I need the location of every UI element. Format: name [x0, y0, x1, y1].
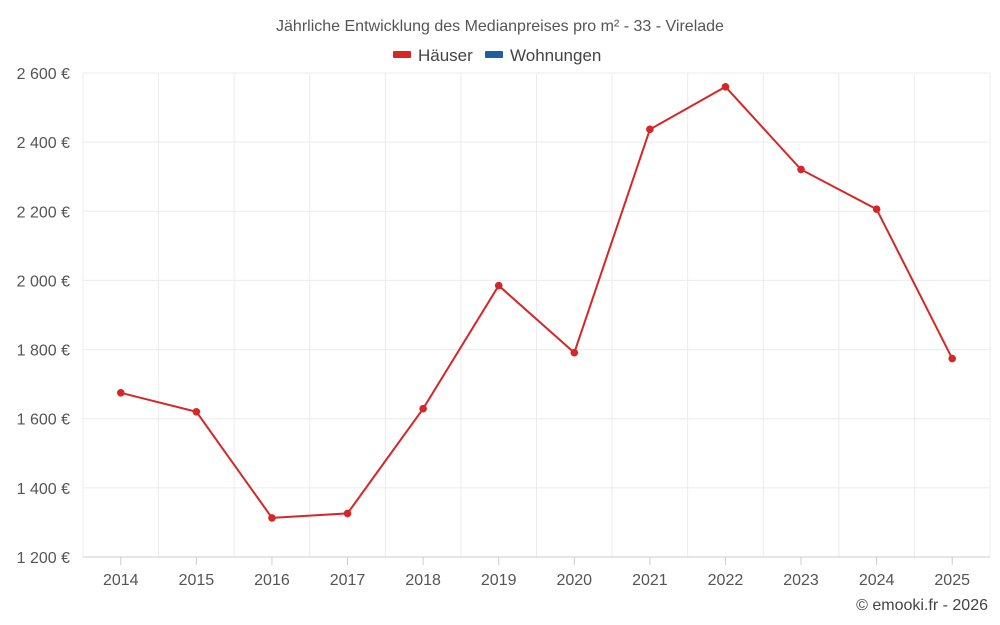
x-tick-label: 2018 [405, 572, 441, 589]
data-point-2016[interactable] [268, 514, 276, 522]
x-tick-label: 2021 [632, 572, 668, 589]
x-tick-label: 2015 [179, 572, 215, 589]
x-tick-label: 2019 [481, 572, 517, 589]
data-point-2022[interactable] [721, 83, 730, 91]
legend-swatch-haeuser [393, 51, 411, 58]
x-axis-ticks: 2014 2015 2016 2017 2018 2019 2020 2021 2022 2023… [103, 557, 970, 589]
legend-label-haeuser: Häuser [418, 46, 473, 65]
x-tick-label: 2022 [708, 572, 744, 589]
x-tick-label: 2016 [254, 572, 290, 589]
data-point-2015[interactable] [192, 408, 201, 416]
x-tick-label: 2014 [103, 572, 139, 589]
data-point-2024[interactable] [872, 205, 881, 214]
data-point-2017[interactable] [343, 509, 352, 518]
data-point-2020[interactable] [570, 348, 579, 357]
gridlines [82, 72, 991, 557]
legend-item-wohnungen[interactable]: Wohnungen [485, 46, 601, 65]
credit-text: © emooki.fr - 2026 [856, 597, 988, 614]
series-line-haeuser [120, 85, 954, 519]
x-tick-label: 2024 [859, 572, 895, 589]
y-tick-label: 2 000 € [17, 273, 70, 290]
x-tick-label: 2025 [934, 572, 970, 589]
data-point-2025[interactable] [948, 354, 957, 363]
data-point-2023[interactable] [797, 165, 805, 174]
x-tick-label: 2017 [330, 572, 366, 589]
chart-title: Jährliche Entwicklung des Medianpreises … [276, 18, 724, 35]
y-axis-ticks: 1 200 € 1 400 € 1 600 € 1 800 € 2 000 € 2 200… [17, 66, 70, 567]
y-tick-label: 1 800 € [17, 343, 70, 360]
legend: Häuser Wohnungen [393, 46, 601, 65]
data-point-2019[interactable] [494, 281, 503, 290]
y-tick-label: 2 600 € [17, 66, 70, 83]
x-tick-label: 2023 [783, 572, 819, 589]
data-point-2014[interactable] [116, 388, 125, 397]
legend-swatch-wohnungen [485, 51, 503, 58]
y-tick-label: 1 400 € [17, 481, 70, 498]
series [116, 83, 957, 522]
data-point-2021[interactable] [646, 125, 654, 134]
y-tick-label: 2 400 € [17, 135, 70, 152]
y-tick-label: 1 200 € [17, 550, 70, 567]
legend-item-haeuser[interactable]: Häuser [393, 46, 473, 65]
y-tick-label: 2 200 € [17, 204, 70, 221]
y-tick-label: 1 600 € [17, 412, 70, 429]
x-tick-label: 2020 [556, 572, 592, 589]
data-point-2018[interactable] [419, 404, 427, 413]
legend-label-wohnungen: Wohnungen [510, 46, 601, 65]
